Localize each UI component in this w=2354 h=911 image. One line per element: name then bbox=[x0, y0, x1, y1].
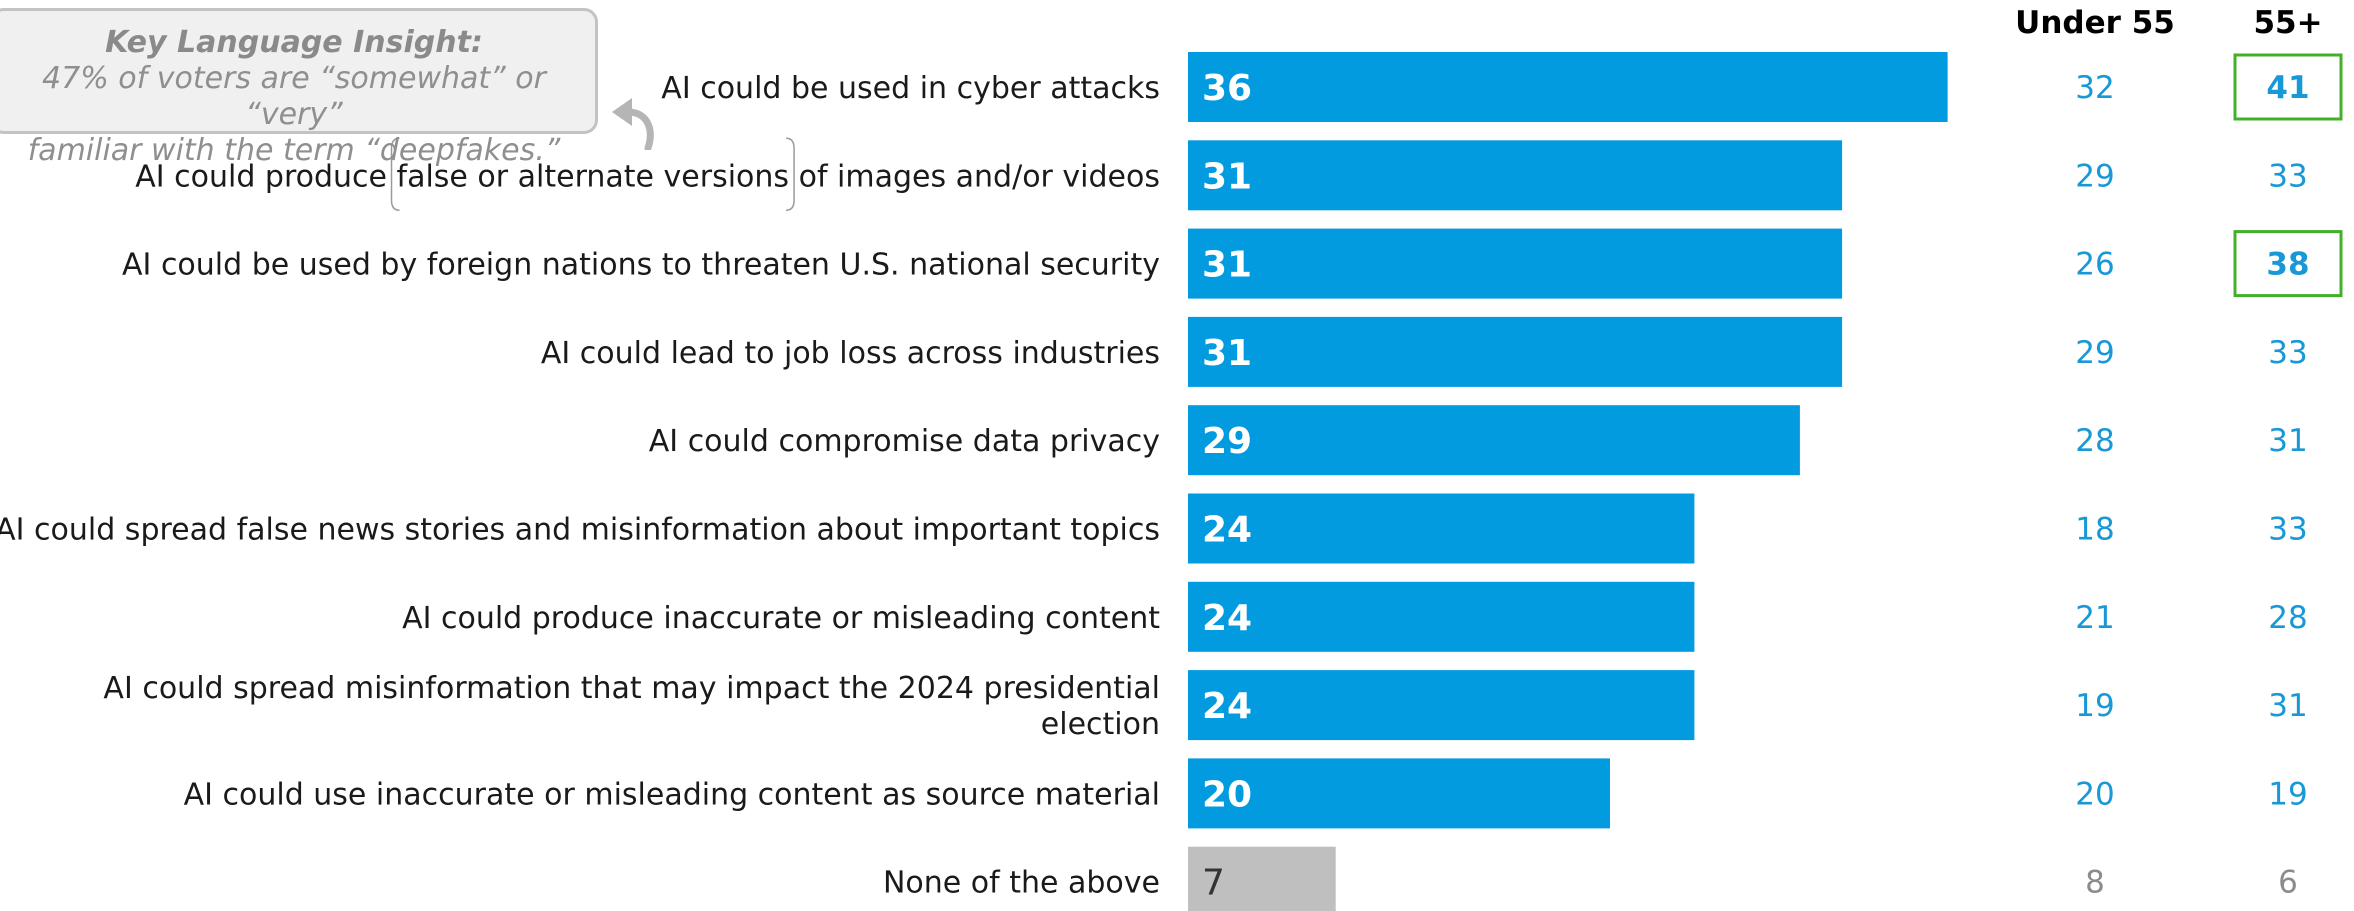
bar-value-label: 7 bbox=[1202, 863, 1225, 904]
bar bbox=[1188, 581, 1695, 652]
curved-arrow-icon bbox=[612, 98, 654, 150]
under55-value: 20 bbox=[2075, 776, 2114, 812]
under55-value: 29 bbox=[2075, 158, 2114, 194]
bar-value-label: 20 bbox=[1202, 774, 1252, 815]
under55-value: 28 bbox=[2075, 423, 2114, 459]
category-label: AI could produce false or alternate vers… bbox=[135, 159, 1160, 194]
insight-body-line-2: familiar with the term “deepfakes.” bbox=[27, 133, 561, 168]
category-label: AI could be used in cyber attacks bbox=[661, 71, 1160, 106]
under55-value: 29 bbox=[2075, 335, 2114, 371]
bar bbox=[1188, 228, 1843, 299]
over55-value: 41 bbox=[2266, 70, 2309, 106]
category-label: AI could produce inaccurate or misleadin… bbox=[402, 601, 1160, 636]
category-labels: AI could be used in cyber attacks AI coul… bbox=[0, 71, 1160, 901]
category-label: None of the above bbox=[883, 866, 1160, 901]
insight-title: Key Language Insight: bbox=[105, 25, 483, 60]
bar bbox=[1188, 316, 1843, 387]
highlight-box bbox=[2233, 53, 2343, 121]
insight-body: 47% of voters are “somewhat” or “very” f… bbox=[0, 61, 595, 169]
subgroup-columns: Under 55 55+ 32 41 29 33 26 38 29 33 28 31 18 33 21 2… bbox=[2015, 5, 2343, 901]
bar-value-label: 29 bbox=[1202, 421, 1252, 462]
bar-value-label: 31 bbox=[1202, 245, 1252, 286]
under55-value: 21 bbox=[2075, 600, 2114, 636]
bar-value-label: 24 bbox=[1202, 686, 1252, 727]
category-label: AI could use inaccurate or misleading co… bbox=[184, 777, 1160, 812]
column-header-55plus: 55+ bbox=[2253, 5, 2322, 41]
category-label: AI could compromise data privacy bbox=[649, 424, 1160, 459]
under55-value: 19 bbox=[2075, 688, 2114, 724]
emphasis-bracket bbox=[786, 137, 795, 212]
key-language-insight-callout: Key Language Insight: 47% of voters are … bbox=[0, 8, 598, 168]
bar-value-label: 31 bbox=[1202, 156, 1252, 197]
bar bbox=[1188, 405, 1800, 476]
bars: 36 31 31 31 29 24 24 24 20 7 bbox=[1188, 52, 1948, 911]
bar bbox=[1188, 52, 1948, 122]
bar-value-label: 36 bbox=[1202, 68, 1252, 109]
under55-value: 8 bbox=[2085, 865, 2105, 901]
under55-value: 26 bbox=[2075, 247, 2114, 283]
over55-value: 28 bbox=[2268, 600, 2307, 636]
over55-value: 33 bbox=[2268, 512, 2307, 548]
bar bbox=[1188, 140, 1843, 211]
bar-value-label: 24 bbox=[1202, 598, 1252, 639]
bar bbox=[1188, 670, 1695, 741]
under55-value: 32 bbox=[2075, 70, 2114, 106]
bar bbox=[1188, 758, 1610, 829]
over55-value: 19 bbox=[2268, 776, 2307, 812]
column-header-under55: Under 55 bbox=[2015, 5, 2175, 41]
under55-value: 18 bbox=[2075, 512, 2114, 548]
over55-value: 33 bbox=[2268, 158, 2307, 194]
highlight-box bbox=[2233, 230, 2343, 298]
insight-body-line-1: 47% of voters are “somewhat” or “very” bbox=[42, 61, 546, 132]
bar-value-label: 24 bbox=[1202, 510, 1252, 551]
emphasis-bracket bbox=[390, 137, 400, 212]
category-label: AI could spread misinformation that may … bbox=[103, 671, 1160, 742]
over55-value: 31 bbox=[2268, 688, 2307, 724]
category-label: AI could lead to job loss across industr… bbox=[541, 336, 1160, 371]
bar bbox=[1188, 846, 1336, 911]
over55-value: 31 bbox=[2268, 423, 2307, 459]
bar bbox=[1188, 493, 1695, 564]
over55-value: 33 bbox=[2268, 335, 2307, 371]
over55-value: 38 bbox=[2266, 247, 2309, 283]
category-label: AI could be used by foreign nations to t… bbox=[122, 248, 1160, 283]
bar-value-label: 31 bbox=[1202, 333, 1252, 374]
over55-value: 6 bbox=[2278, 865, 2298, 901]
category-label: AI could spread false news stories and m… bbox=[0, 513, 1160, 548]
